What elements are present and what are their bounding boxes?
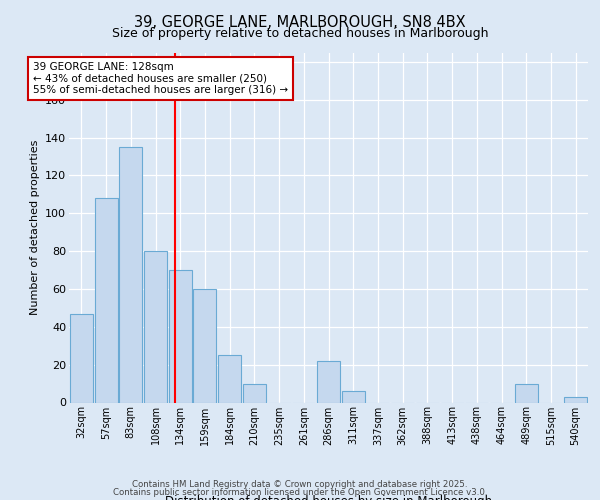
Text: 39, GEORGE LANE, MARLBOROUGH, SN8 4BX: 39, GEORGE LANE, MARLBOROUGH, SN8 4BX [134,15,466,30]
Text: Contains HM Land Registry data © Crown copyright and database right 2025.: Contains HM Land Registry data © Crown c… [132,480,468,489]
Bar [193,289,217,403]
Bar [243,384,266,402]
Bar [144,251,167,402]
Text: Contains public sector information licensed under the Open Government Licence v3: Contains public sector information licen… [113,488,487,497]
Text: Size of property relative to detached houses in Marlborough: Size of property relative to detached ho… [112,28,488,40]
Bar [95,198,118,402]
Bar [317,361,340,403]
Bar [515,384,538,402]
X-axis label: Distribution of detached houses by size in Marlborough: Distribution of detached houses by size … [165,494,492,500]
Bar [564,397,587,402]
Bar [70,314,93,402]
Bar [169,270,192,402]
Bar [218,355,241,403]
Bar [342,391,365,402]
Bar [119,147,142,403]
Y-axis label: Number of detached properties: Number of detached properties [29,140,40,315]
Text: 39 GEORGE LANE: 128sqm
← 43% of detached houses are smaller (250)
55% of semi-de: 39 GEORGE LANE: 128sqm ← 43% of detached… [33,62,288,95]
